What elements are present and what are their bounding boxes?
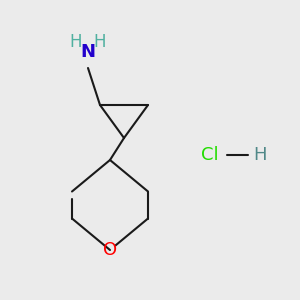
Text: H: H (253, 146, 267, 164)
Text: Cl: Cl (201, 146, 219, 164)
Text: O: O (103, 241, 117, 259)
Text: N: N (80, 43, 95, 61)
Text: H: H (70, 33, 82, 51)
Text: H: H (94, 33, 106, 51)
